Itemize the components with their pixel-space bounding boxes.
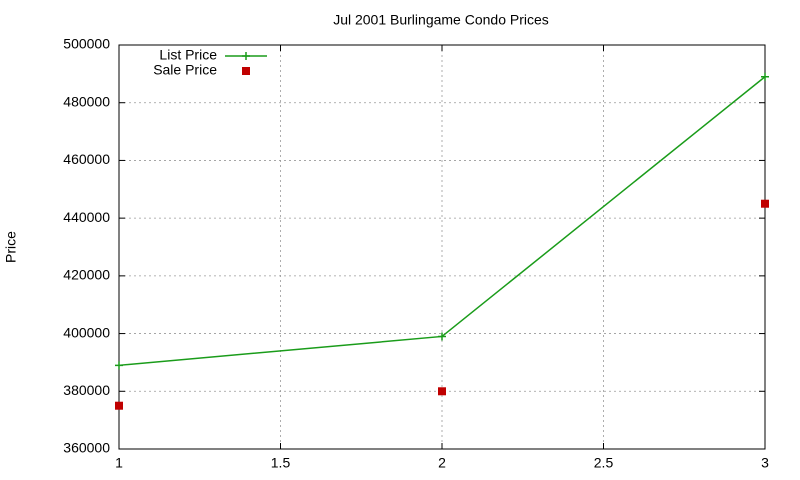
plot-border <box>118 44 766 450</box>
y-tick-label: 460000 <box>63 151 110 167</box>
data-point <box>115 401 123 410</box>
y-tick-label: 360000 <box>63 440 110 456</box>
data-point <box>438 387 446 396</box>
data-point <box>761 72 769 81</box>
y-tick-label: 380000 <box>63 382 110 398</box>
data-point <box>115 361 123 370</box>
x-tick-label: 2.5 <box>594 455 614 471</box>
y-tick-label: 480000 <box>63 93 110 109</box>
data-point <box>438 332 446 341</box>
x-tick-label: 1 <box>115 455 123 471</box>
x-tick-label: 2 <box>438 455 446 471</box>
chart-title: Jul 2001 Burlingame Condo Prices <box>333 12 549 28</box>
data-point <box>761 199 769 208</box>
legend-swatch-marker <box>242 67 250 75</box>
x-tick-label: 3 <box>761 455 769 471</box>
legend-label: List Price <box>159 47 217 63</box>
y-tick-label: 500000 <box>63 36 110 52</box>
y-tick-label: 440000 <box>63 209 110 225</box>
y-tick-label: 400000 <box>63 324 110 340</box>
x-tick-label: 1.5 <box>271 455 291 471</box>
legend-label: Sale Price <box>153 62 217 78</box>
y-tick-label: 420000 <box>63 267 110 283</box>
legend-swatch-marker <box>242 52 250 60</box>
y-axis-label: Price <box>3 231 19 263</box>
